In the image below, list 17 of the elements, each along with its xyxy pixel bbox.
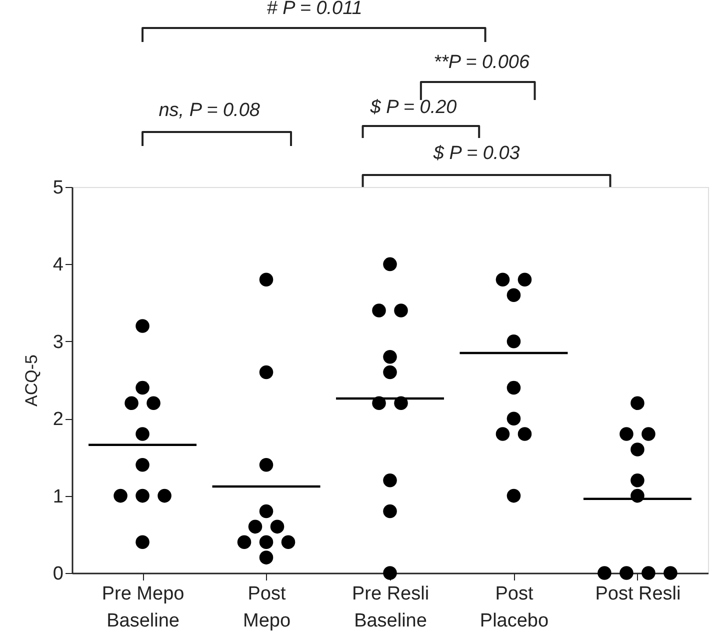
- x-tick-label: Post Mepo: [243, 584, 291, 632]
- y-tick-label: 5: [52, 178, 64, 198]
- text: $ P = 0.03: [432, 143, 520, 164]
- y-tick-label: 2: [52, 409, 64, 430]
- y-tick-label: 4: [52, 254, 64, 276]
- text: ns, P = 0.08: [158, 100, 260, 121]
- y-tick-label: 3: [52, 332, 64, 353]
- x-tick-label: Post Placebo: [480, 584, 549, 632]
- x-tick-label: Post Resli: [595, 584, 681, 604]
- text: # P = 0.011: [266, 0, 362, 19]
- y-tick-label: 0: [52, 564, 64, 584]
- text: **P = 0.006: [434, 52, 530, 73]
- x-tick-label: Pre Mepo Baseline: [102, 584, 184, 632]
- x-tick-label: Pre Resli Baseline: [352, 584, 430, 632]
- text: $ P = 0.20: [369, 97, 458, 118]
- y-tick-label: 1: [52, 486, 64, 508]
- y-axis-title: ACQ-5: [22, 354, 41, 406]
